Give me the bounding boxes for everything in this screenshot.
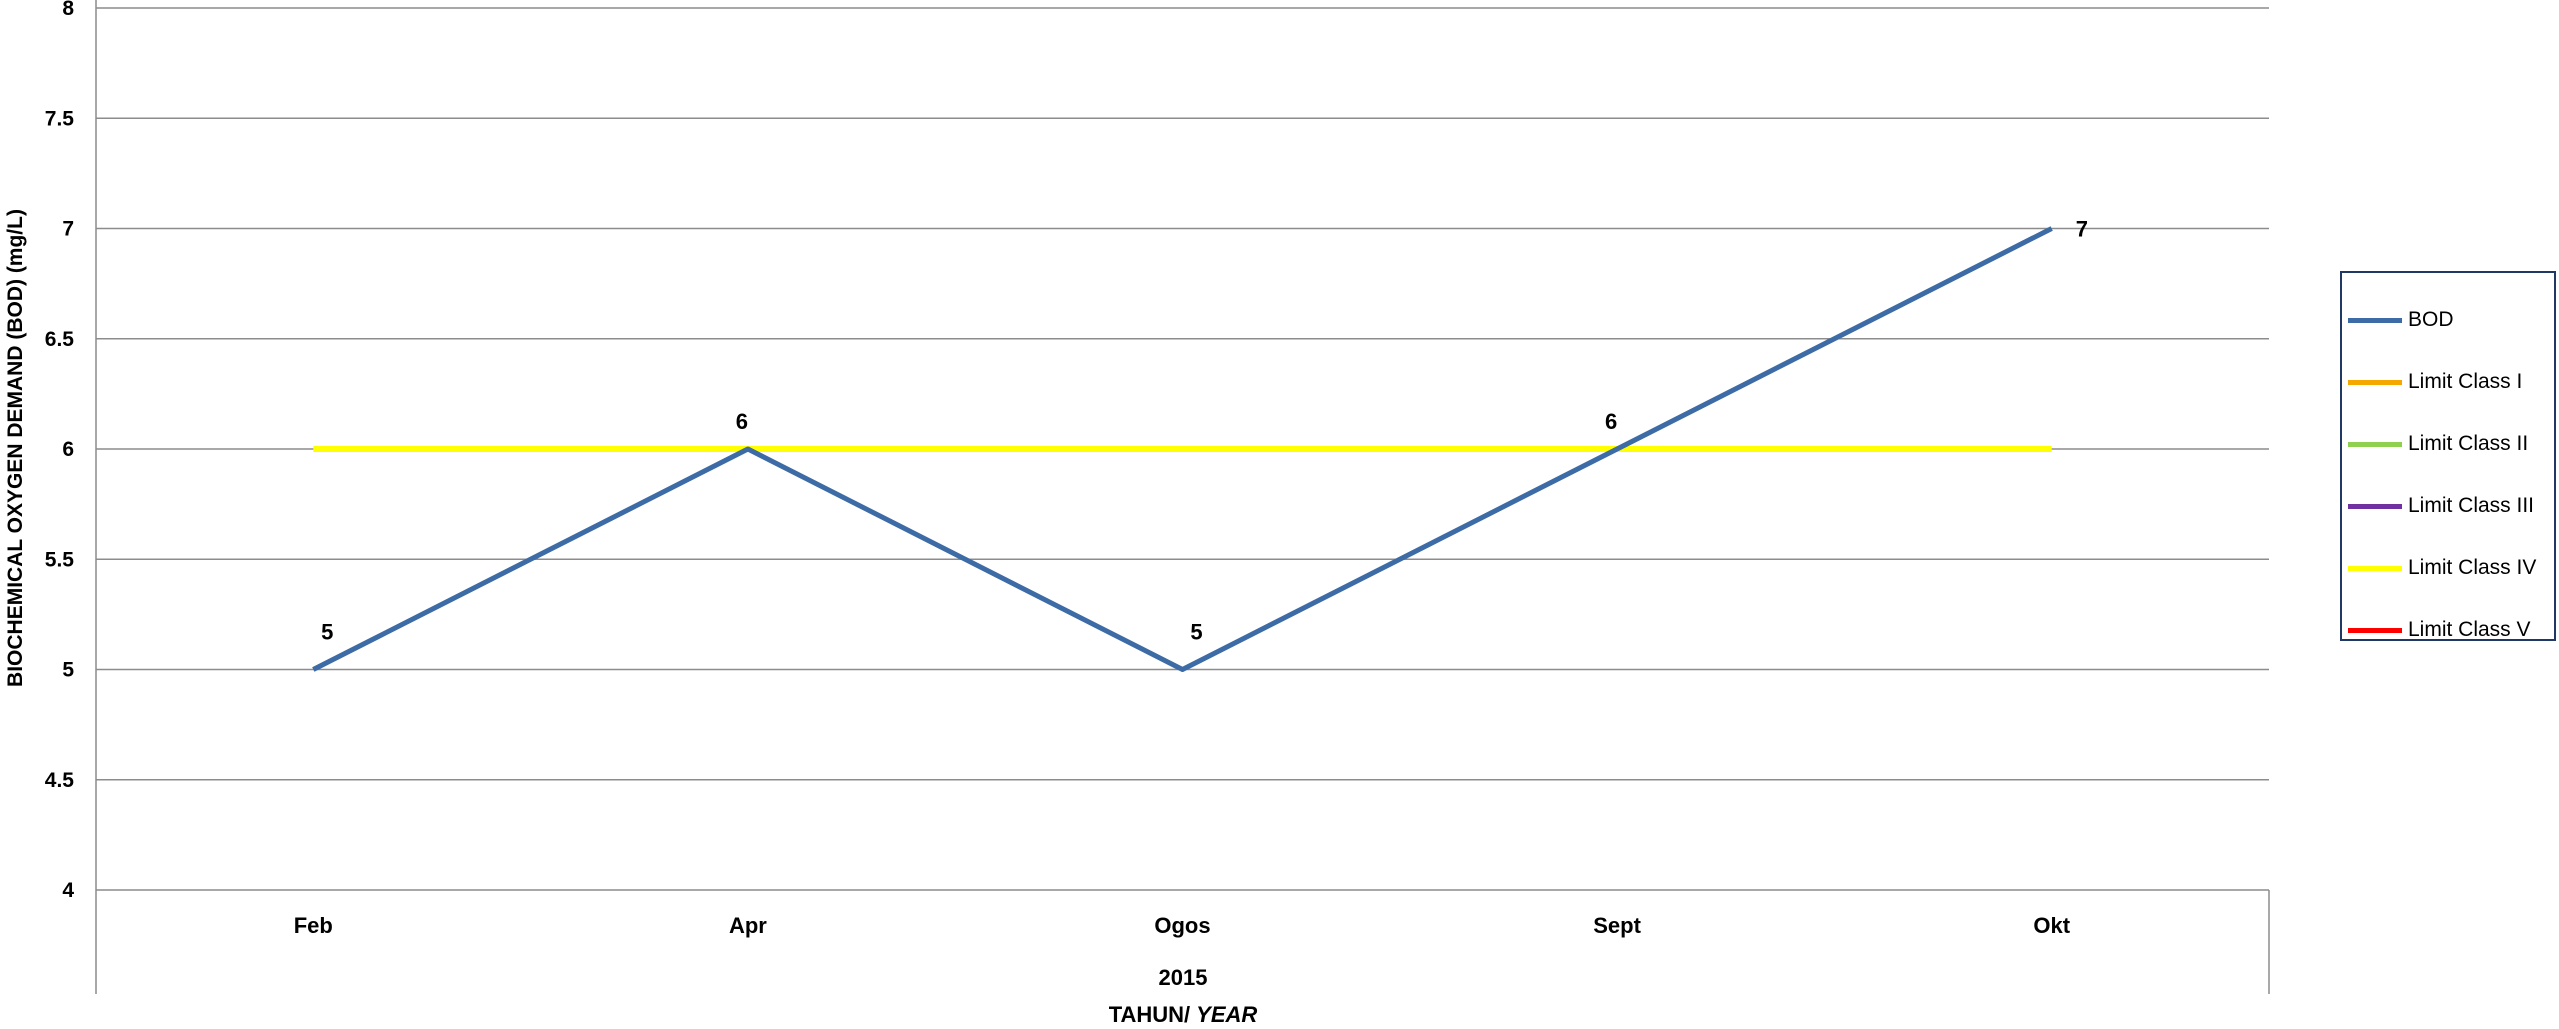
legend-swatch xyxy=(2348,441,2402,447)
legend-label: Limit Class III xyxy=(2408,494,2535,517)
series-lines xyxy=(312,226,2053,672)
legend-item: Limit Class V xyxy=(2348,615,2531,645)
axes xyxy=(95,0,2270,994)
y-tick-label: 4 xyxy=(62,879,74,902)
legend-label: Limit Class II xyxy=(2408,432,2529,455)
x-axis-title-italic: YEAR xyxy=(1196,1002,1257,1027)
y-axis-title: BIOCHEMICAL OXYGEN DEMAND (BOD) (mg/L) xyxy=(4,209,27,687)
x-tick-label: Sept xyxy=(1593,913,1641,938)
data-label: 6 xyxy=(1605,409,1617,434)
x-axis-title-main: TAHUN/ xyxy=(1109,1002,1190,1027)
x-axis-title: TAHUN/YEAR xyxy=(1109,1002,1258,1027)
y-tick-label: 4.5 xyxy=(45,769,75,792)
y-tick-label: 5.5 xyxy=(45,548,75,571)
data-label: 5 xyxy=(1190,620,1202,645)
series-line-bod xyxy=(312,226,2053,672)
x-tick-label: Okt xyxy=(2033,913,2070,938)
x-tick-labels: Feb Apr Ogos Sept Okt xyxy=(294,913,2071,938)
legend-swatch xyxy=(2348,317,2402,323)
legend: BOD Limit Class I Limit Class II Limit Clas… xyxy=(2340,271,2556,641)
legend-item: Limit Class II xyxy=(2348,429,2528,459)
legend-label: Limit Class IV xyxy=(2408,556,2537,579)
legend-item: Limit Class I xyxy=(2348,367,2522,397)
legend-item: Limit Class IV xyxy=(2348,553,2536,583)
y-tick-label: 5 xyxy=(62,659,74,682)
category-group-label: 2015 xyxy=(1159,965,1208,990)
legend-label: Limit Class V xyxy=(2408,618,2531,641)
legend-swatch xyxy=(2348,503,2402,509)
legend-item: Limit Class III xyxy=(2348,491,2534,521)
data-label: 7 xyxy=(2076,217,2088,242)
y-tick-label: 7 xyxy=(62,218,74,241)
legend-swatch xyxy=(2348,379,2402,385)
x-tick-label: Apr xyxy=(729,913,767,938)
x-tick-label: Feb xyxy=(294,913,333,938)
y-tick-label: 8 xyxy=(62,0,74,20)
legend-swatch xyxy=(2348,565,2402,571)
y-tick-label: 7.5 xyxy=(45,107,75,130)
legend-swatch xyxy=(2348,627,2402,633)
legend-label: Limit Class I xyxy=(2408,370,2523,393)
legend-item: BOD xyxy=(2348,305,2454,335)
data-label: 6 xyxy=(736,409,748,434)
data-label: 5 xyxy=(321,620,333,645)
y-tick-label: 6.5 xyxy=(45,328,75,351)
y-tick-label: 6 xyxy=(62,438,74,461)
x-tick-label: Ogos xyxy=(1154,913,1210,938)
y-tick-labels: 4 4.5 5 5.5 6 6.5 7 7.5 8 xyxy=(45,0,75,902)
data-labels: 5 6 5 6 7 xyxy=(321,217,2088,645)
legend-label: BOD xyxy=(2408,308,2454,331)
